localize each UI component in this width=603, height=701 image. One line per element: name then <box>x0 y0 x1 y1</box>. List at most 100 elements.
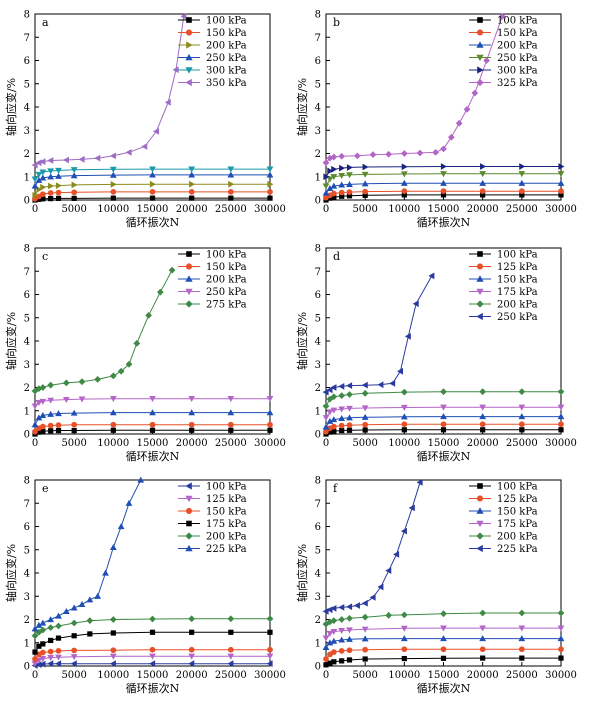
legend-label: 125 kPa <box>497 494 538 505</box>
data-point <box>377 381 384 389</box>
data-point <box>55 182 62 189</box>
data-point <box>133 339 141 347</box>
data-point <box>47 157 54 164</box>
y-tick-label: 6 <box>315 290 321 301</box>
data-point <box>401 655 407 662</box>
data-point <box>39 398 47 405</box>
x-tick-label: 0 <box>32 204 38 215</box>
y-tick-label: 6 <box>24 290 30 301</box>
data-point <box>346 193 353 199</box>
legend-entry: 150 kPa <box>469 275 538 286</box>
y-tick-label: 4 <box>315 337 321 348</box>
data-point <box>330 190 337 197</box>
data-point <box>228 180 235 188</box>
x-tick-label: 0 <box>323 670 329 681</box>
data-point <box>330 384 337 391</box>
chart-panel-a: 0 5000 10000 15000 20000 25000 30000 0 1 2 3 4 5 6 7 8 循… <box>4 10 286 230</box>
data-point <box>330 604 337 612</box>
legend-label: 250 kPa <box>206 287 247 298</box>
data-point <box>109 544 117 551</box>
data-point <box>149 653 156 660</box>
y-tick-label: 2 <box>315 149 321 160</box>
x-tick-label: 5000 <box>61 438 86 449</box>
data-point <box>228 629 234 635</box>
series-100-kpa <box>31 660 273 669</box>
data-point <box>35 414 43 421</box>
legend-entry: 225 kPa <box>469 544 538 555</box>
legend-label: 300 kPa <box>206 66 247 77</box>
series-100-kpa <box>323 427 564 437</box>
series-250-kpa <box>322 171 565 190</box>
x-tick-label: 10000 <box>388 204 420 215</box>
data-point <box>338 181 346 188</box>
data-point <box>40 196 46 202</box>
data-point <box>330 153 338 161</box>
legend-label: 150 kPa <box>497 275 538 286</box>
data-point <box>338 648 345 654</box>
x-tick-label: 30000 <box>254 670 286 681</box>
y-tick-label: 0 <box>315 430 321 441</box>
series-line <box>325 482 421 612</box>
data-point <box>267 427 273 433</box>
data-point <box>47 173 55 180</box>
x-tick-label: 20000 <box>176 670 208 681</box>
legend-entry: 250 kPa <box>178 287 247 298</box>
data-point <box>338 152 346 160</box>
x-tick-label: 30000 <box>545 204 577 215</box>
data-point <box>149 646 156 653</box>
legend-marker <box>476 312 483 321</box>
data-point <box>479 404 487 411</box>
data-point <box>323 656 329 662</box>
data-point <box>361 599 368 607</box>
x-tick-label: 5000 <box>61 204 86 215</box>
data-point <box>440 421 447 428</box>
data-point <box>110 181 117 188</box>
x-tick-label: 15000 <box>428 670 460 681</box>
series-125-kpa <box>31 653 274 668</box>
series-275-kpa <box>31 266 176 395</box>
y-axis-label: 轴向应变/% <box>295 78 309 136</box>
data-point <box>369 594 376 601</box>
data-point <box>86 617 94 625</box>
data-point <box>518 625 526 632</box>
data-point <box>70 654 78 661</box>
legend-entry: 175 kPa <box>178 519 247 530</box>
y-tick-label: 5 <box>24 313 30 324</box>
legend-entry: 200 kPa <box>178 275 247 286</box>
data-point <box>400 611 408 619</box>
data-point <box>227 660 234 668</box>
data-point <box>361 180 369 187</box>
y-tick-label: 5 <box>24 545 30 556</box>
chart-panel-e: 0 5000 10000 15000 20000 25000 30000 0 1 2 3 4 5 6 7 8 循… <box>4 476 286 696</box>
y-tick-label: 5 <box>24 79 30 90</box>
data-point <box>479 388 487 396</box>
legend-entry: 200 kPa <box>178 41 247 52</box>
data-point <box>189 427 195 433</box>
data-point <box>338 415 346 422</box>
y-tick-label: 8 <box>315 476 321 487</box>
data-point <box>149 396 156 403</box>
panel-label: f <box>333 482 338 495</box>
data-point <box>322 635 330 642</box>
y-tick-label: 5 <box>315 545 321 556</box>
legend-label: 250 kPa <box>497 312 538 323</box>
data-point <box>31 176 39 183</box>
x-tick-label: 30000 <box>254 204 286 215</box>
data-point <box>339 658 345 664</box>
data-point <box>110 421 117 428</box>
data-point <box>432 148 440 156</box>
data-point <box>266 653 274 660</box>
data-point <box>331 659 337 665</box>
data-point <box>440 163 447 170</box>
legend-marker <box>476 29 484 36</box>
y-tick-label: 4 <box>24 337 30 348</box>
data-point <box>71 633 77 639</box>
data-point <box>39 423 46 430</box>
data-point <box>440 188 447 195</box>
y-tick-label: 3 <box>315 126 321 137</box>
legend-marker <box>185 67 193 74</box>
data-point <box>338 422 345 429</box>
x-tick-label: 15000 <box>137 438 169 449</box>
data-point <box>558 192 564 198</box>
data-point <box>518 421 525 428</box>
